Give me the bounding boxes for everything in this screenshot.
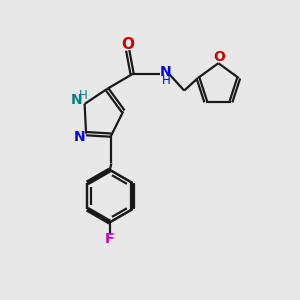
Text: O: O (121, 37, 134, 52)
Text: H: H (161, 74, 170, 87)
Text: N: N (70, 93, 82, 107)
Text: N: N (160, 65, 172, 79)
Text: O: O (213, 50, 225, 64)
Text: F: F (105, 232, 115, 246)
Text: H: H (79, 88, 88, 101)
Text: N: N (74, 130, 85, 144)
